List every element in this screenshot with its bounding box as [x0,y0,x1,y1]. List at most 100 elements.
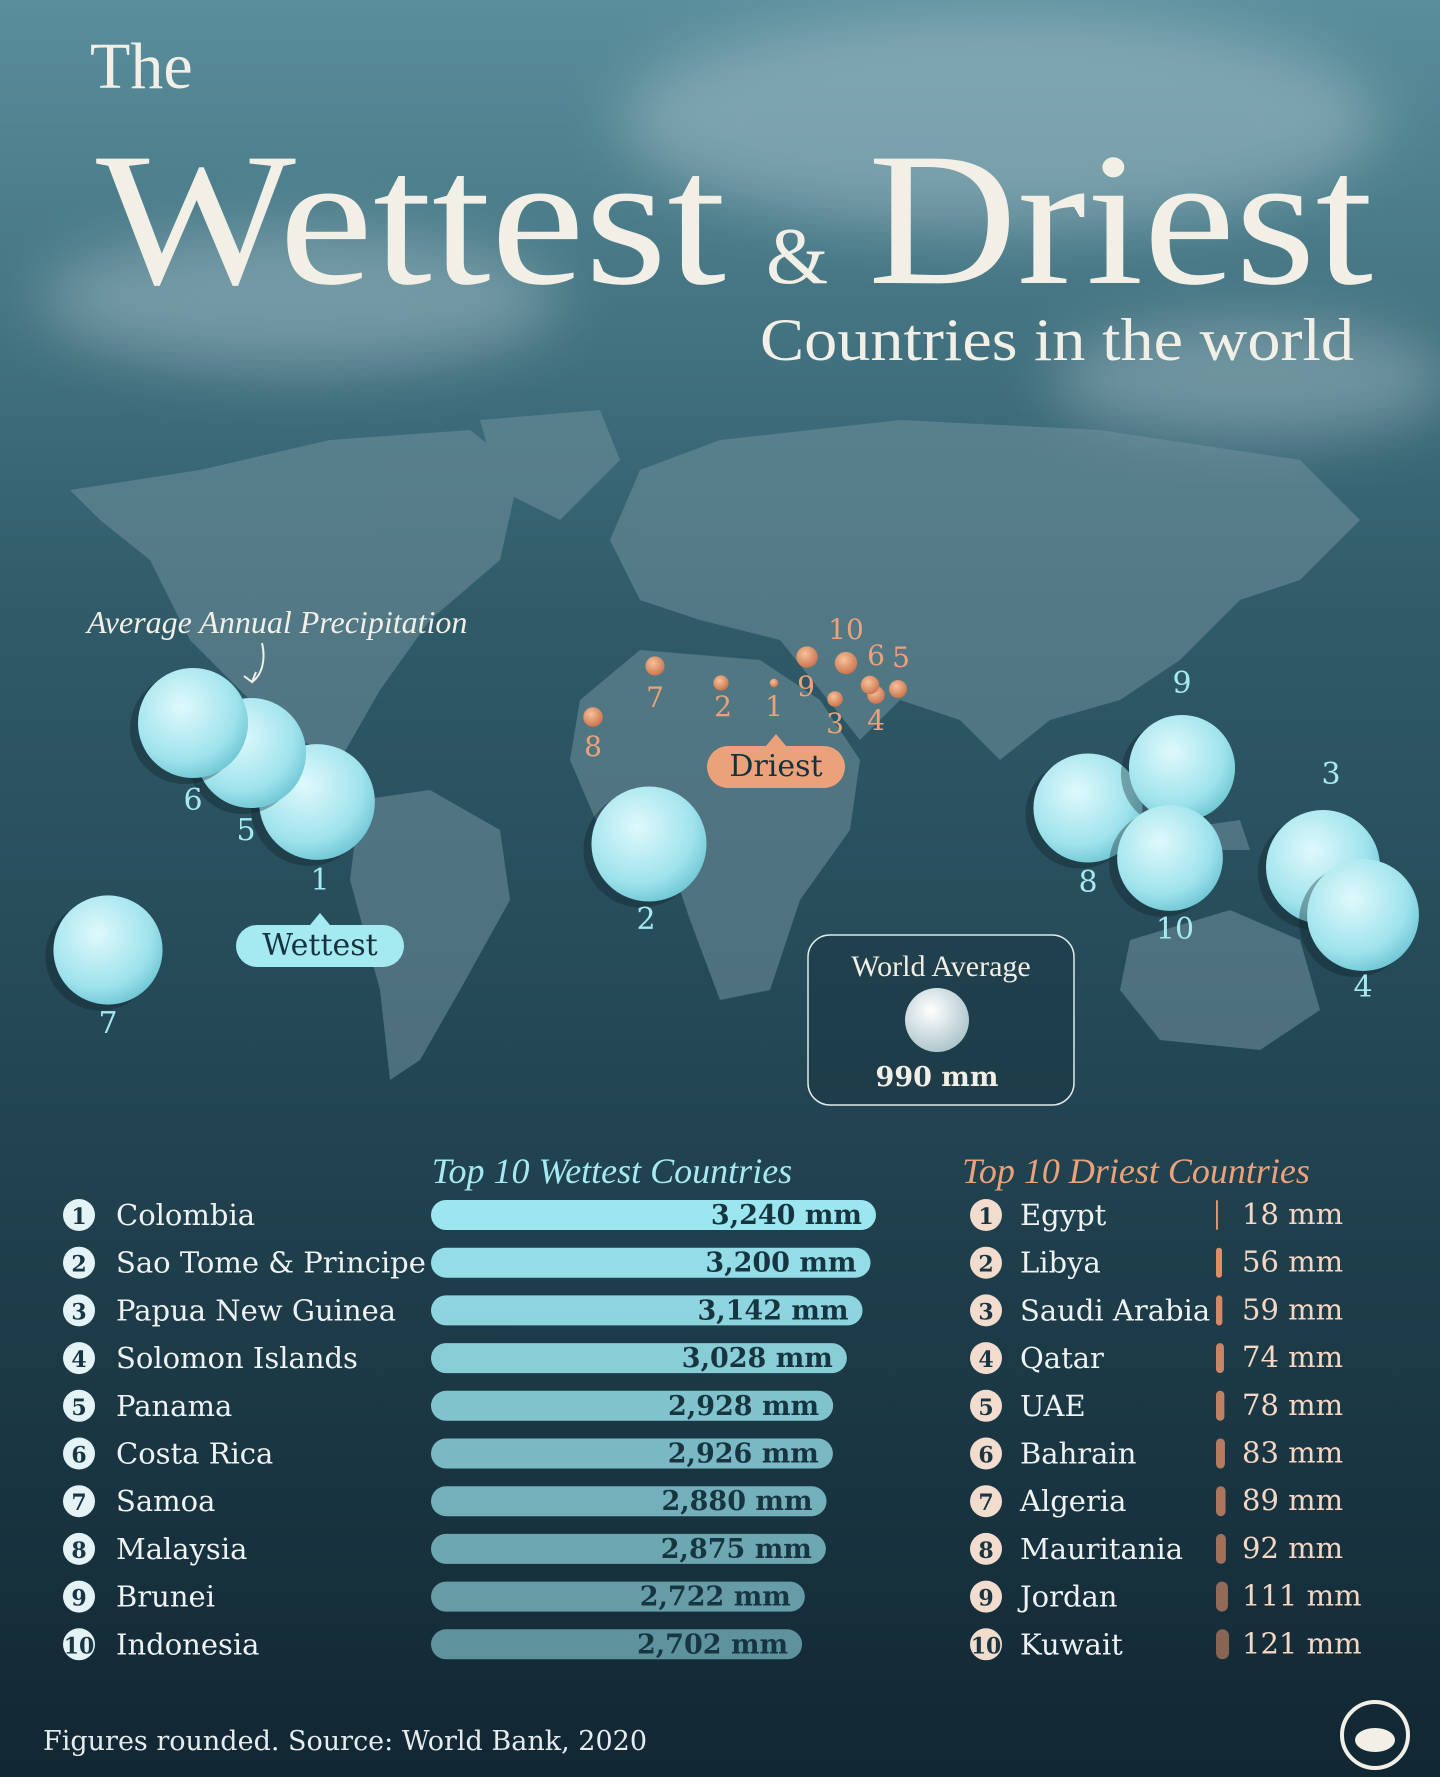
bar [431,1533,826,1564]
wettest-bubble [53,895,163,1005]
bar [1216,1390,1225,1421]
wettest-tag-pill [236,925,404,967]
rank-badge [63,1342,95,1375]
country-name: UAE [1020,1389,1086,1423]
bar [431,1390,834,1421]
marker-label: 9 [1172,666,1191,701]
driest-dot [645,656,665,676]
rank-badge [970,1342,1002,1375]
bar [1216,1438,1225,1469]
bar [431,1581,805,1612]
bar [431,1343,847,1374]
pill-pointer [310,913,330,925]
marker-label: 1 [765,690,783,723]
driest-dot [796,646,818,668]
value-label: 18 mm [1242,1197,1343,1231]
country-name: Egypt [1020,1198,1107,1232]
country-name: Qatar [1020,1341,1104,1375]
subtitle: Countries in the world [760,307,1354,373]
bar [1216,1343,1224,1374]
country-name: Malaysia [116,1532,247,1566]
rank-badge [970,1532,1002,1565]
rank-label: 6 [978,1443,993,1469]
bar [1216,1486,1226,1517]
marker-label: 5 [892,641,910,674]
rank-badge [970,1580,1002,1613]
rank-label: 9 [71,1586,86,1612]
rank-label: 2 [71,1252,86,1278]
value-label: 92 mm [1242,1531,1343,1565]
rank-label: 7 [978,1490,993,1516]
wettest-bubble [1117,805,1223,911]
rank-badge [970,1199,1002,1231]
wettest-bubble [1307,859,1419,971]
driest-dot [827,691,843,707]
rank-label: 1 [978,1204,993,1230]
rank-label: 3 [978,1299,993,1325]
country-name: Jordan [1017,1580,1117,1614]
legend-note: Average Annual Precipitation [85,604,467,640]
marker-label: 2 [714,690,732,723]
pill-pointer [766,734,786,746]
value-label: 74 mm [1242,1340,1343,1374]
rank-label: 4 [71,1347,86,1373]
value-label: 3,240 mm [711,1200,862,1231]
value-label: 3,028 mm [682,1343,833,1374]
value-label: 2,926 mm [668,1439,819,1470]
source: Figures rounded. Source: World Bank, 202… [43,1726,647,1757]
rank-badge [970,1485,1002,1518]
rank-label: 3 [71,1299,86,1325]
marker-label: 10 [828,613,864,646]
bar [1216,1200,1218,1230]
rank-label: 9 [978,1586,993,1612]
rank-badge [63,1628,95,1661]
bar [431,1295,863,1326]
value-label: 2,875 mm [661,1534,812,1565]
arrow [243,642,265,684]
world-average-bubble [905,988,969,1052]
wettest-tag: Wettest [262,928,377,963]
value-label: 83 mm [1242,1436,1343,1470]
country-name: Papua New Guinea [116,1293,396,1327]
rank-label: 4 [978,1347,993,1373]
value-label: 59 mm [1242,1292,1343,1326]
logo [1340,1700,1410,1770]
rank-label: 6 [71,1443,86,1469]
country-name: Algeria [1019,1484,1126,1518]
marker-label: 8 [1078,865,1097,900]
value-label: 2,722 mm [640,1582,791,1613]
value-label: 3,142 mm [697,1295,848,1326]
rank-label: 10 [971,1633,1002,1659]
driest-tag-pill [707,746,845,788]
driest-dot [889,680,907,698]
rank-badge [63,1580,95,1613]
marker-label: 7 [98,1006,117,1041]
bar [1216,1629,1229,1660]
wettest-bubble [137,667,249,779]
rank-badge [970,1246,1002,1279]
country-name: Brunei [116,1580,215,1614]
kicker: The [90,30,193,103]
rank-label: 1 [71,1204,86,1230]
rank-badge [63,1485,95,1518]
country-name: Saudi Arabia [1020,1293,1210,1327]
marker-label: 7 [646,681,664,714]
marker-label: 5 [236,813,255,848]
rank-badge [63,1199,95,1231]
title: Driest [868,115,1373,325]
clouds [40,10,1440,440]
list-title: Top 10 Wettest Countries [432,1151,792,1191]
driest-dot [834,651,858,675]
value-label: 2,928 mm [668,1391,819,1422]
marker-label: 3 [1321,757,1340,792]
bar [431,1200,876,1230]
country-name: Costa Rica [116,1437,273,1471]
value-label: 2,880 mm [661,1486,812,1517]
wettest-bubble [1033,753,1143,863]
marker-label: 1 [310,863,329,898]
world-average-value: 990 mm [876,1062,999,1093]
value-label: 89 mm [1242,1483,1343,1517]
country-name: Bahrain [1020,1437,1136,1471]
marker-label: 4 [1353,970,1372,1005]
